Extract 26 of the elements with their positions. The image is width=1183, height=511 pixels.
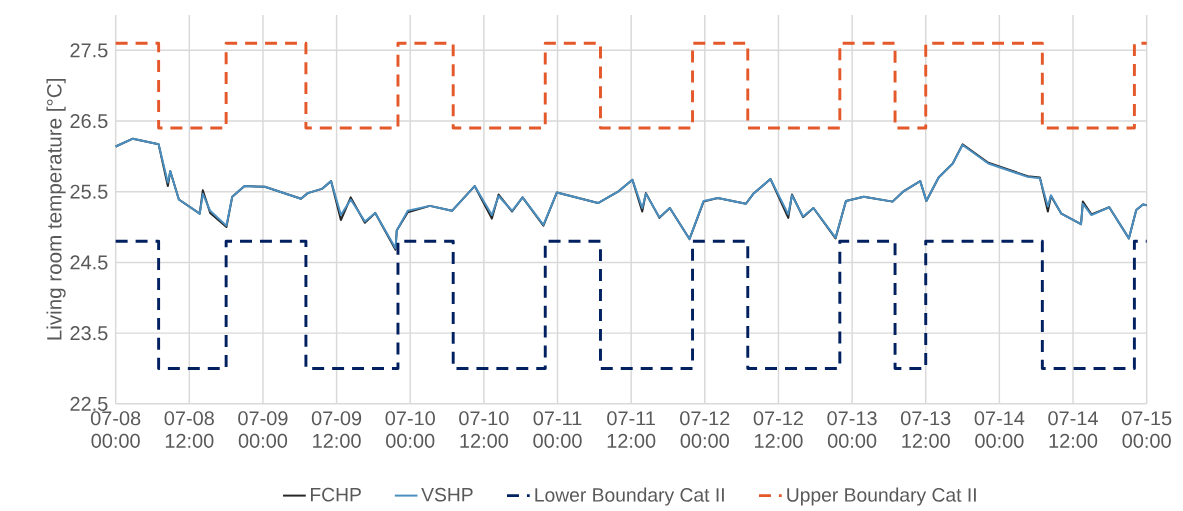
legend-label: FCHP [310,488,361,502]
x-tick-label: 07-12 12:00 [753,411,803,449]
y-tick-label: 26.5 [70,114,108,129]
x-tick-label: 07-11 12:00 [607,411,656,449]
x-tick-label: 07-14 12:00 [1048,411,1098,449]
x-tick-label: 07-10 00:00 [385,411,435,449]
x-tick-label: 07-08 00:00 [90,411,141,449]
y-tick-label: 27.5 [70,43,108,58]
y-tick-label: 25.5 [70,184,108,199]
legend-label: VSHP [421,488,473,502]
x-tick-label: 07-08 12:00 [164,411,214,449]
legend-label: Upper Boundary Cat II [787,487,976,506]
y-tick-label: 24.5 [70,255,108,270]
x-tick-label: 07-13 00:00 [827,411,877,449]
x-tick-label: 07-15 00:00 [1121,411,1172,449]
x-tick-label: 07-11 00:00 [533,411,582,449]
x-tick-label: 07-10 12:00 [459,411,509,449]
y-tick-label: 23.5 [70,326,108,341]
x-tick-label: 07-13 12:00 [901,411,951,449]
x-tick-label: 07-14 00:00 [974,411,1025,449]
y-axis-title: Living room temperature [°C] [46,79,66,340]
x-tick-label: 07-09 00:00 [238,411,288,449]
x-tick-label: 07-12 00:00 [680,411,730,449]
x-tick-label: 07-09 12:00 [311,411,362,449]
y-tick-label: 22.5 [70,397,108,412]
legend-label: Lower Boundary Cat II [535,487,724,506]
